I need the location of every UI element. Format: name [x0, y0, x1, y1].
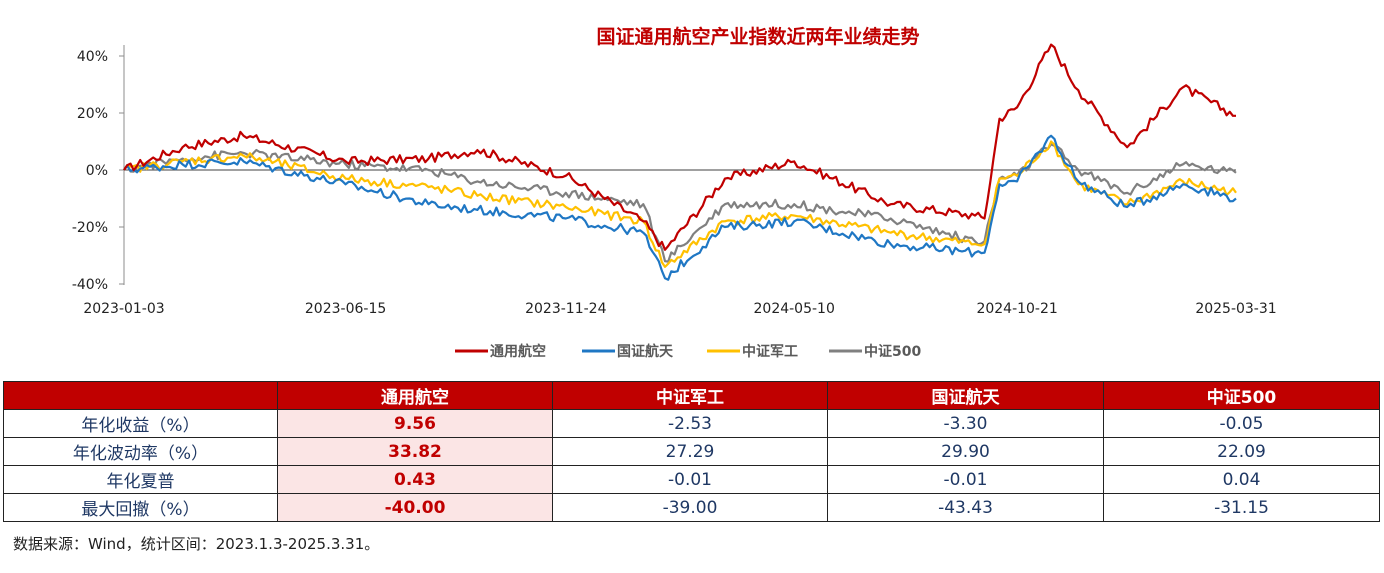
table-cell: 33.82 [277, 437, 553, 466]
x-tick-label: 2023-01-03 [83, 301, 164, 317]
series-line [123, 134, 1237, 281]
row-label: 年化波动率（%） [3, 437, 278, 466]
x-tick-label: 2024-10-21 [976, 301, 1057, 317]
stats-table: 通用航空 中证军工 国证航天 中证500 年化收益（%） 9.56 -2.53 … [3, 381, 1380, 522]
table-cell: 9.56 [277, 409, 553, 438]
table-cell: -40.00 [277, 493, 553, 522]
table-cell: 27.29 [552, 437, 828, 466]
y-tick-label: -40% [72, 277, 108, 293]
table-cell: -3.30 [827, 409, 1104, 438]
table-cell: -0.05 [1103, 409, 1380, 438]
table-cell: 29.90 [827, 437, 1104, 466]
table-row: 最大回撤（%） -40.00 -39.00 -43.43 -31.15 [3, 493, 1380, 522]
series-line [123, 140, 1237, 268]
x-tick-label: 2023-06-15 [305, 301, 386, 317]
row-label: 年化收益（%） [3, 409, 278, 438]
x-tick-label: 2024-05-10 [754, 301, 835, 317]
table-cell: -43.43 [827, 493, 1104, 522]
table-row: 年化波动率（%） 33.82 27.29 29.90 22.09 [3, 437, 1380, 466]
table-cell: -0.01 [552, 465, 828, 494]
table-cell: 22.09 [1103, 437, 1380, 466]
table-cell: 0.04 [1103, 465, 1380, 494]
table-cell: -2.53 [552, 409, 828, 438]
x-tick-label: 2023-11-24 [525, 301, 606, 317]
table-header-cell: 通用航空 [277, 381, 553, 410]
series-line [123, 43, 1236, 251]
y-tick-label: 40% [77, 49, 108, 65]
legend-label: 中证500 [864, 343, 921, 360]
table-cell: 0.43 [277, 465, 553, 494]
table-cell: -0.01 [827, 465, 1104, 494]
y-tick-label: 20% [77, 106, 108, 122]
y-tick-label: 0% [86, 163, 108, 179]
table-header-cell [3, 381, 278, 410]
row-label: 年化夏普 [3, 465, 278, 494]
series-line [123, 143, 1237, 263]
x-axis-ticks: 2023-01-03 2023-06-15 2023-11-24 2024-05-10… [83, 301, 1276, 317]
chart-title: 国证通用航空产业指数近两年业绩走势 [596, 25, 919, 48]
legend-label: 中证军工 [742, 343, 798, 360]
table-cell: -39.00 [552, 493, 828, 522]
table-row: 年化夏普 0.43 -0.01 -0.01 0.04 [3, 465, 1380, 494]
footnote: 数据来源：Wind，统计区间：2023.1.3-2025.3.31。 [13, 535, 380, 553]
y-axis-ticks: 40% 20% 0% -20% -40% [72, 49, 124, 293]
performance-chart: 国证通用航空产业指数近两年业绩走势 40% 20% 0% -20% -40% 2023-… [72, 25, 1277, 360]
table-header-row: 通用航空 中证军工 国证航天 中证500 [3, 381, 1380, 410]
table-header-cell: 中证500 [1103, 381, 1380, 410]
legend: 通用航空 国证航天 中证军工 中证500 [455, 343, 921, 360]
series-lines [123, 43, 1237, 281]
row-label: 最大回撤（%） [3, 493, 278, 522]
y-tick-label: -20% [72, 220, 108, 236]
x-tick-label: 2025-03-31 [1195, 301, 1276, 317]
table-header-cell: 国证航天 [827, 381, 1104, 410]
legend-label: 国证航天 [617, 343, 674, 360]
table-header-cell: 中证军工 [552, 381, 828, 410]
table-row: 年化收益（%） 9.56 -2.53 -3.30 -0.05 [3, 409, 1380, 438]
legend-label: 通用航空 [490, 343, 546, 360]
table-cell: -31.15 [1103, 493, 1380, 522]
